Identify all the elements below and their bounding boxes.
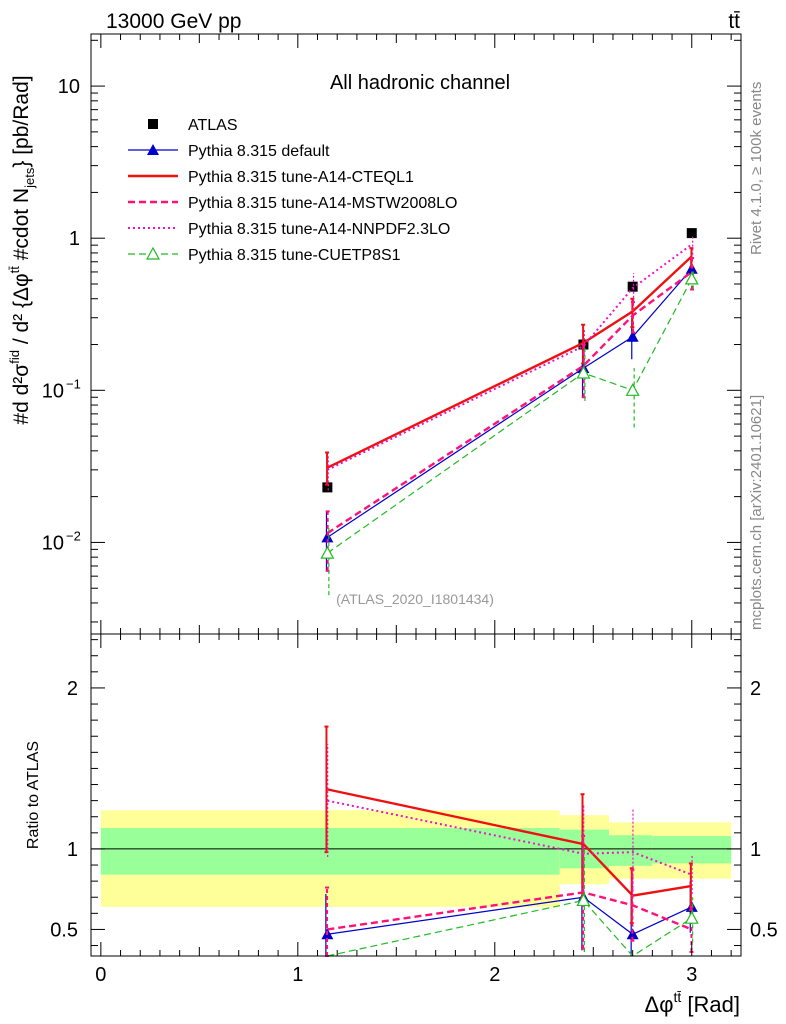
ratio-axis-ticks: 0.5 0.5 1 1 2 2 0 1 2 3 xyxy=(50,634,778,986)
legend: ATLAS Pythia 8.315 default Pythia 8.315 tu… xyxy=(128,117,457,264)
main-series-layer xyxy=(320,228,699,596)
main-ytick-label-3: 10 xyxy=(58,76,80,98)
main-series-1-line xyxy=(327,268,693,538)
ratio-ytick-label-right-2: 2 xyxy=(750,678,761,700)
ratio-series-1-line xyxy=(327,788,692,897)
main-ytick-label-2: 1 xyxy=(69,228,80,250)
x-axis-label: Δφtt̄ [Rad] xyxy=(645,989,740,1017)
main-series-5-point-1 xyxy=(576,365,591,379)
main-series-5-line xyxy=(327,278,693,554)
main-y-axis-label: #d d²σfid / d² {Δφtt̄ #cdot Njets} [pb/R… xyxy=(7,75,37,424)
main-series-5-point-3 xyxy=(684,271,699,285)
legend-marker-5 xyxy=(145,246,161,260)
rivet-label: Rivet 4.1.0, ≥ 100k events xyxy=(748,82,765,255)
legend-label-2: Pythia 8.315 tune-A14-CTEQL1 xyxy=(188,169,414,186)
legend-marker-0 xyxy=(148,119,158,129)
ratio-xtick-label-1: 1 xyxy=(292,964,303,986)
ratio-series-0-line xyxy=(327,896,693,935)
ratio-band-inner-3 xyxy=(652,836,732,864)
main-ytick-exp-0: −2 xyxy=(66,528,81,543)
ratio-series-2-line xyxy=(327,891,693,931)
ratio-plot-panel: 0.5 0.5 1 1 2 2 0 1 2 3 Ratio to ATLAS xyxy=(25,633,778,986)
ratio-series-4-line xyxy=(327,899,693,957)
main-axis-ticks: 10 −2 10 −1 1 10 xyxy=(42,34,741,634)
legend-label-0: ATLAS xyxy=(188,117,238,134)
main-ytick-exp-1: −1 xyxy=(66,376,81,391)
chart-title: All hadronic channel xyxy=(330,72,510,94)
ratio-series-layer xyxy=(321,725,699,957)
ratio-series-3-line xyxy=(327,799,693,876)
main-series-0 xyxy=(322,228,697,493)
main-ytick-label-1: 10 −1 xyxy=(42,376,81,402)
main-series-0-point-3 xyxy=(686,228,697,239)
main-plot-panel: 10 −2 10 −1 1 10 All hadronic channel (ATLAS_… xyxy=(7,33,742,635)
main-series-2-line xyxy=(326,255,693,469)
ratio-ytick-label-right-1: 1 xyxy=(750,839,761,861)
ratio-series-0-point-2 xyxy=(626,928,639,940)
ratio-series-4-point-3 xyxy=(684,910,699,924)
ratio-ytick-label-left-1: 1 xyxy=(67,839,78,861)
main-series-0-point-2 xyxy=(627,281,638,292)
ratio-ytick-label-left-2: 2 xyxy=(67,678,78,700)
main-series-1-point-2 xyxy=(626,330,639,342)
main-series-4 xyxy=(326,235,694,491)
main-series-5-point-0 xyxy=(320,545,335,559)
ratio-y-axis-label: Ratio to ATLAS xyxy=(25,741,42,849)
ratio-series-4 xyxy=(327,848,699,957)
ratio-series-4-point-1 xyxy=(576,893,591,907)
main-ytick-label-0: 10 −2 xyxy=(42,528,81,554)
ratio-ytick-label-left-0: 0.5 xyxy=(50,919,78,941)
main-series-0-point-0 xyxy=(322,482,333,493)
main-series-4-line xyxy=(326,243,693,471)
ratio-band-inner-0 xyxy=(100,828,560,875)
process-label: tt̄ xyxy=(728,10,740,33)
ratio-plot-frame xyxy=(90,633,742,957)
ratio-band-inner-2 xyxy=(609,835,653,866)
ratio-xtick-label-0: 0 xyxy=(95,964,106,986)
legend-label-5: Pythia 8.315 tune-CUETP8S1 xyxy=(188,247,401,264)
legend-label-1: Pythia 8.315 default xyxy=(188,143,330,160)
legend-marker-1 xyxy=(147,144,159,155)
legend-label-4: Pythia 8.315 tune-A14-NNPDF2.3LO xyxy=(188,221,450,238)
main-series-5 xyxy=(320,269,699,596)
main-y-axis-label-text: #d d²σfid / d² {Δφtt̄ #cdot Njets} [pb/R… xyxy=(7,75,37,424)
energy-label: 13000 GeV pp xyxy=(106,10,241,33)
main-series-1-point-0 xyxy=(321,531,334,543)
ratio-xtick-label-2: 2 xyxy=(489,964,500,986)
main-series-5-point-2 xyxy=(625,383,640,396)
mcplots-label: mcplots.cern.ch [arXiv:2401.10621] xyxy=(748,395,765,630)
ratio-ytick-label-right-0: 0.5 xyxy=(750,919,778,941)
main-series-3-line xyxy=(326,270,693,535)
legend-label-3: Pythia 8.315 tune-A14-MSTW2008LO xyxy=(188,195,457,212)
ratio-uncertainty-bands xyxy=(100,810,732,907)
analysis-tag: (ATLAS_2020_I1801434) xyxy=(336,591,494,607)
ratio-xtick-label-3: 3 xyxy=(686,964,697,986)
main-series-2 xyxy=(325,247,694,486)
